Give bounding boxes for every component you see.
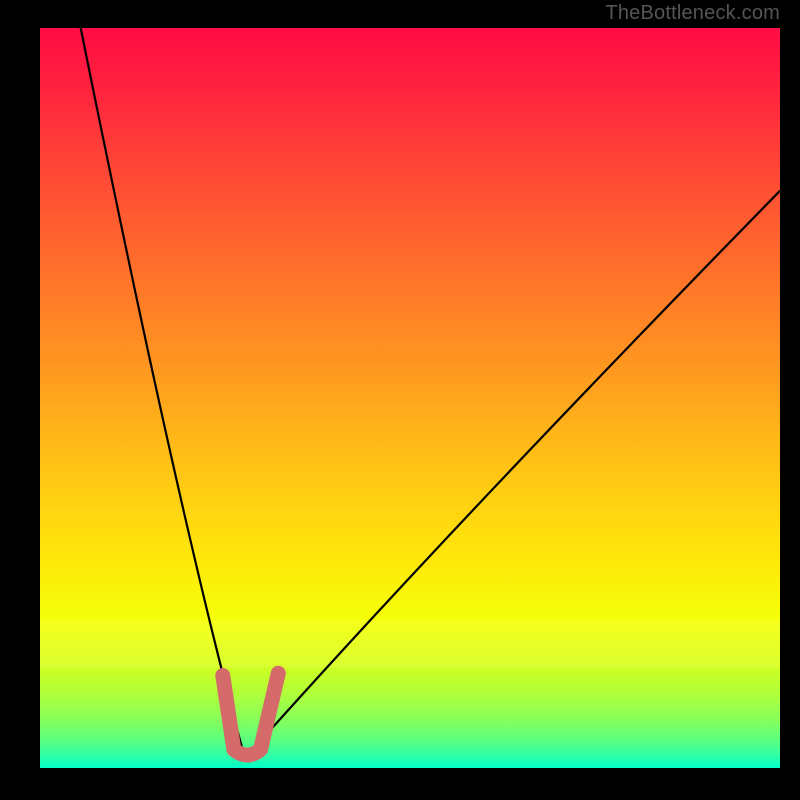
bottleneck-chart bbox=[40, 28, 780, 768]
watermark: TheBottleneck.com bbox=[605, 2, 780, 25]
highlight-band bbox=[40, 620, 780, 668]
